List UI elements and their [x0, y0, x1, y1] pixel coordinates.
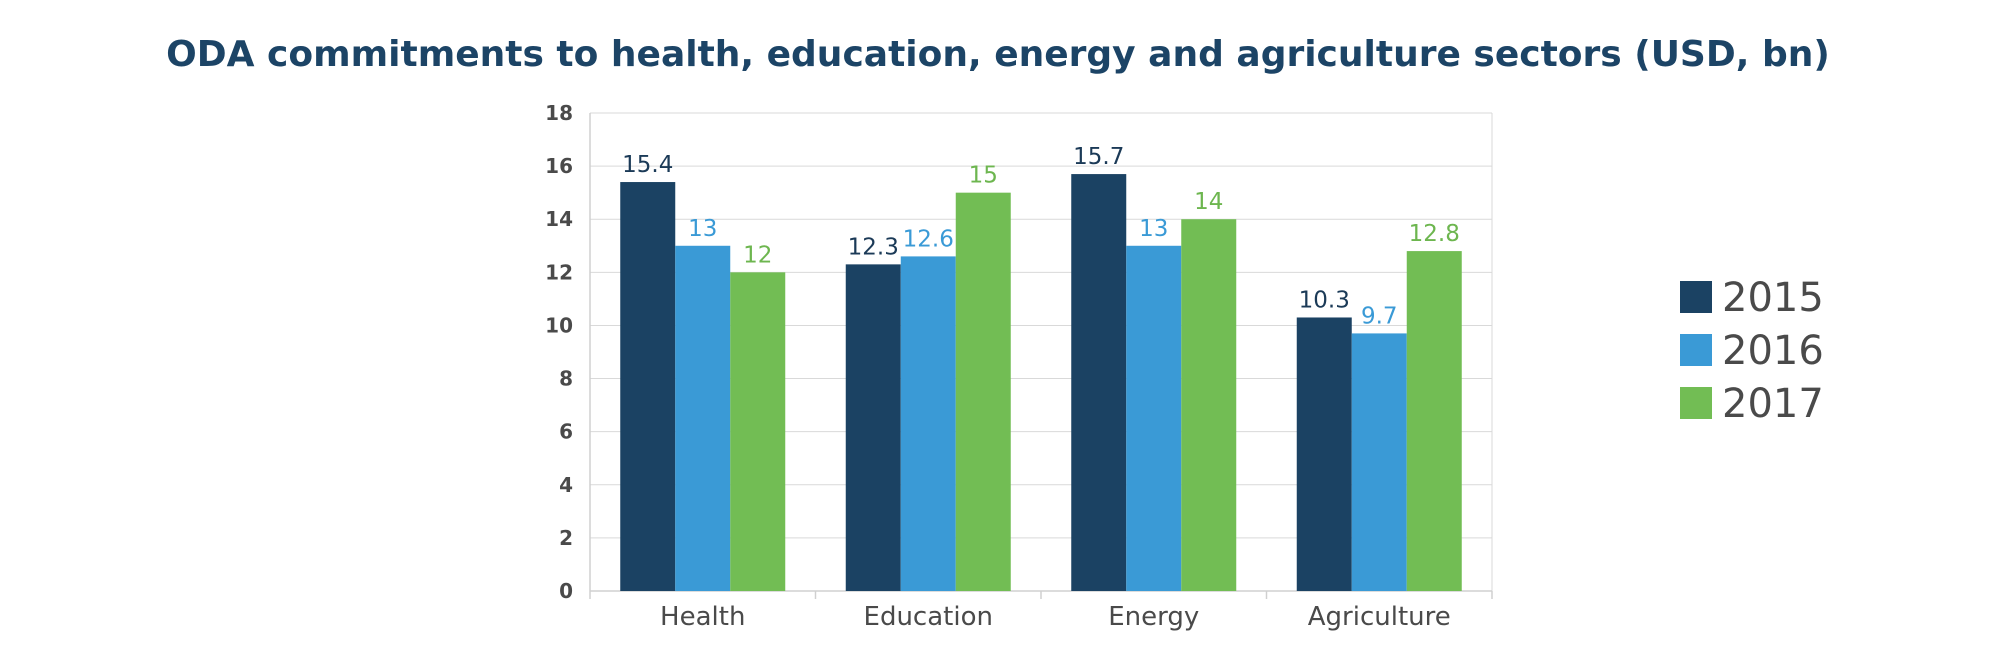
legend-label: 2015	[1722, 275, 1824, 321]
bar	[620, 182, 676, 592]
x-category-label: Health	[660, 602, 745, 632]
data-label: 15.7	[1073, 144, 1124, 170]
data-label: 15	[969, 163, 998, 189]
data-label: 13	[1139, 216, 1168, 242]
bar	[730, 272, 786, 591]
y-tick-label: 8	[559, 367, 573, 391]
data-label: 13	[688, 216, 717, 242]
axes: 0 2 4 6 8 10 12 14 16 18 Health Education Energy Agri…	[545, 101, 1493, 632]
data-labels: 15.4 13 12 12.3 12.6 15 15.7 13 14 10.3 9.7 12.8	[622, 144, 1460, 329]
chart-title: ODA commitments to health, education, en…	[166, 34, 1830, 75]
bar	[1406, 251, 1462, 592]
bar	[1181, 219, 1237, 591]
x-category-label: Education	[864, 602, 993, 632]
data-label: 12.6	[903, 226, 954, 252]
bar	[955, 192, 1011, 591]
y-tick-label: 2	[559, 526, 573, 550]
data-label: 12	[743, 242, 772, 268]
bar	[845, 264, 901, 591]
data-label: 12.8	[1409, 221, 1460, 247]
legend-label: 2016	[1722, 328, 1824, 374]
y-tick-label: 6	[559, 420, 573, 444]
legend-label: 2017	[1722, 381, 1824, 427]
bar	[1126, 245, 1182, 591]
y-tick-label: 14	[545, 207, 573, 231]
y-tick-label: 0	[559, 579, 573, 603]
legend-swatch	[1680, 334, 1712, 366]
data-label: 12.3	[848, 234, 899, 260]
data-label: 9.7	[1361, 303, 1398, 329]
bars	[620, 174, 1462, 592]
bar	[1351, 333, 1407, 591]
y-tick-label: 12	[545, 260, 573, 284]
y-tick-label: 16	[545, 154, 573, 178]
x-category-label: Agriculture	[1308, 602, 1451, 632]
bar	[1296, 317, 1352, 591]
bar	[675, 245, 731, 591]
data-label: 15.4	[622, 152, 673, 178]
y-tick-label: 4	[559, 473, 573, 497]
data-label: 10.3	[1299, 287, 1350, 313]
legend: 2015 2016 2017	[1680, 275, 1824, 427]
bar	[900, 256, 956, 591]
y-tick-label: 10	[545, 313, 573, 337]
bar	[1071, 174, 1127, 592]
x-category-label: Energy	[1108, 602, 1199, 632]
data-label: 14	[1194, 189, 1223, 215]
legend-swatch	[1680, 387, 1712, 419]
y-tick-label: 18	[545, 101, 573, 125]
legend-swatch	[1680, 281, 1712, 313]
